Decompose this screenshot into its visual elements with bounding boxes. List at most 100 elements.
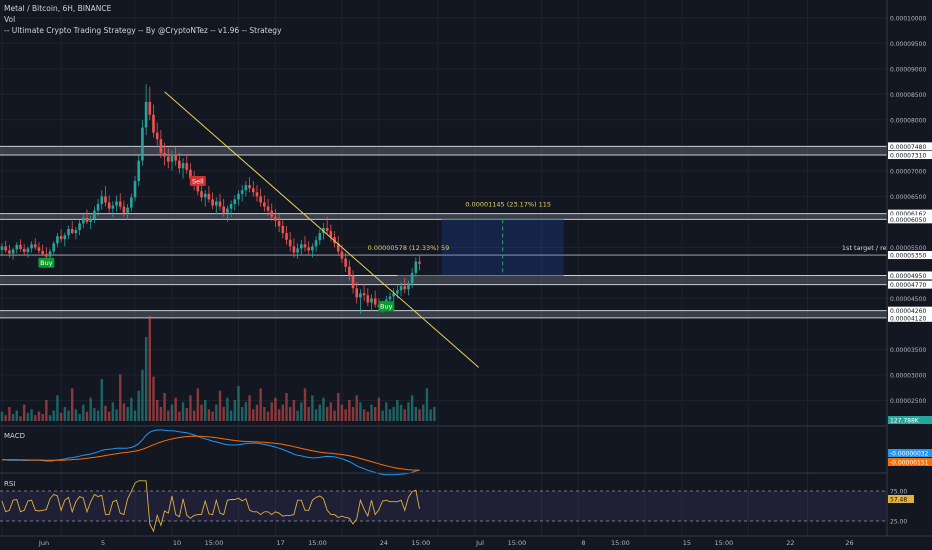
volume-bar-54 [200, 404, 203, 421]
volume-bar-64 [237, 386, 240, 421]
annotation-0: 0.00001145 (23.17%) 115 [465, 201, 551, 209]
volume-bar-3 [11, 414, 15, 421]
descending-trendline [164, 91, 479, 368]
time-tick-4: 17 [276, 539, 284, 547]
volume-bar-81 [300, 402, 303, 421]
time-tick-13: 15:00 [715, 539, 734, 547]
candle-body-31 [115, 201, 118, 206]
volume-bar-93 [344, 409, 347, 421]
time-tick-9: 15:00 [508, 539, 527, 547]
volume-bar-38 [141, 369, 144, 421]
volume-bar-86 [318, 404, 321, 421]
volume-bar-85 [314, 409, 318, 421]
candle-body-111 [410, 272, 414, 284]
volume-bar-73 [270, 402, 273, 421]
volume-bar-66 [244, 402, 248, 421]
rsi-label[interactable]: RSI [4, 480, 16, 488]
chart-legend: Metal / Bitcoin, 6H, BINANCE Vol -- Ulti… [4, 3, 282, 36]
candle-body-14 [52, 243, 56, 252]
candle-body-54 [200, 191, 203, 198]
candle-body-75 [277, 220, 281, 226]
price-level-badge-5 [888, 271, 932, 280]
candle-body-7 [26, 248, 30, 252]
volume-bar-108 [399, 404, 403, 421]
candle-body-73 [270, 210, 274, 217]
volume-bar-101 [373, 407, 377, 421]
time-tick-1: 5 [101, 539, 105, 547]
volume-bar-99 [366, 411, 370, 421]
volume-bar-77 [285, 393, 288, 421]
volume-bar-5 [19, 416, 22, 421]
signal-badge-2 [378, 301, 395, 312]
time-tick-10: 8 [581, 539, 585, 547]
candle-body-51 [189, 169, 192, 179]
time-tick-5: 15:00 [308, 539, 327, 547]
candle-body-93 [344, 258, 347, 267]
volume-readout: 127.788K [890, 418, 920, 425]
candle-body-63 [233, 199, 237, 205]
rsi-band [0, 491, 887, 521]
candle-body-46 [170, 154, 174, 162]
volume-bar-95 [351, 407, 355, 421]
volume-bar-63 [233, 400, 236, 421]
candle-body-19 [70, 229, 74, 234]
macd-readout-badge-1 [888, 458, 932, 466]
candle-body-8 [30, 244, 33, 249]
volume-indicator-label[interactable]: Vol [4, 15, 16, 24]
volume-bar-111 [410, 395, 414, 421]
price-level-label-3: 0.00006050 [890, 217, 926, 224]
volume-bar-90 [333, 410, 336, 421]
time-tick-15: 26 [845, 539, 853, 547]
candle-body-24 [89, 218, 92, 222]
volume-bar-91 [337, 393, 340, 421]
candle-body-65 [240, 190, 244, 194]
price-level-label-4: 0.00005350 [890, 253, 926, 260]
candle-body-108 [399, 286, 403, 291]
symbol-title[interactable]: Metal / Bitcoin, 6H, BINANCE [4, 4, 112, 13]
volume-bar-83 [307, 407, 310, 421]
volume-bar-114 [422, 404, 425, 421]
candle-body-26 [96, 204, 100, 211]
volume-bar-47 [174, 397, 177, 421]
candle-body-82 [303, 244, 307, 248]
strategy-label[interactable]: -- Ultimate Crypto Trading Strategy -- B… [4, 26, 282, 35]
volume-bar-79 [292, 400, 296, 421]
volume-bar-112 [414, 407, 418, 421]
price-level-badge-8 [888, 313, 932, 322]
volume-bar-56 [207, 409, 211, 421]
candle-body-27 [100, 196, 104, 205]
price-tick-5: 0.00007000 [890, 168, 926, 175]
volume-bar-65 [240, 407, 244, 421]
macd-label[interactable]: MACD [4, 432, 25, 440]
candle-body-81 [299, 244, 303, 249]
price-tick-1: 0.00009500 [890, 41, 926, 48]
candle-body-74 [274, 216, 277, 221]
candle-body-70 [259, 196, 262, 203]
volume-readout-badge [888, 416, 932, 424]
candle-body-61 [226, 208, 229, 213]
price-level-badge-7 [888, 306, 932, 315]
rsi-tick-25: 25.00 [890, 519, 907, 526]
signal-label-1: Sell [192, 178, 204, 186]
candle-body-1 [4, 246, 7, 251]
candle-body-95 [351, 275, 355, 289]
volume-bar-29 [107, 411, 111, 421]
candle-body-18 [67, 229, 70, 236]
price-axis[interactable]: 0.00010000 0.00009500 0.00009000 0.00008500… [886, 0, 932, 550]
candle-body-50 [185, 163, 189, 170]
macd-line [1, 429, 420, 476]
volume-bar-105 [388, 409, 392, 421]
candle-body-106 [392, 293, 395, 297]
candle-body-105 [388, 296, 392, 300]
candle-body-5 [19, 244, 22, 249]
candle-body-39 [144, 101, 148, 128]
volume-bar-30 [111, 402, 115, 421]
candle-body-15 [56, 236, 59, 244]
price-tick-9: 0.00003500 [890, 347, 926, 354]
rsi-readout: 57.48 [890, 497, 907, 504]
time-axis[interactable]: Jun 5 10 15:00 17 15:00 24 15:00 Jul 15:00 8 15:00 1… [0, 535, 932, 547]
time-tick-0: Jun [38, 539, 49, 547]
candle-body-109 [403, 286, 407, 290]
volume-bar-74 [274, 397, 277, 421]
